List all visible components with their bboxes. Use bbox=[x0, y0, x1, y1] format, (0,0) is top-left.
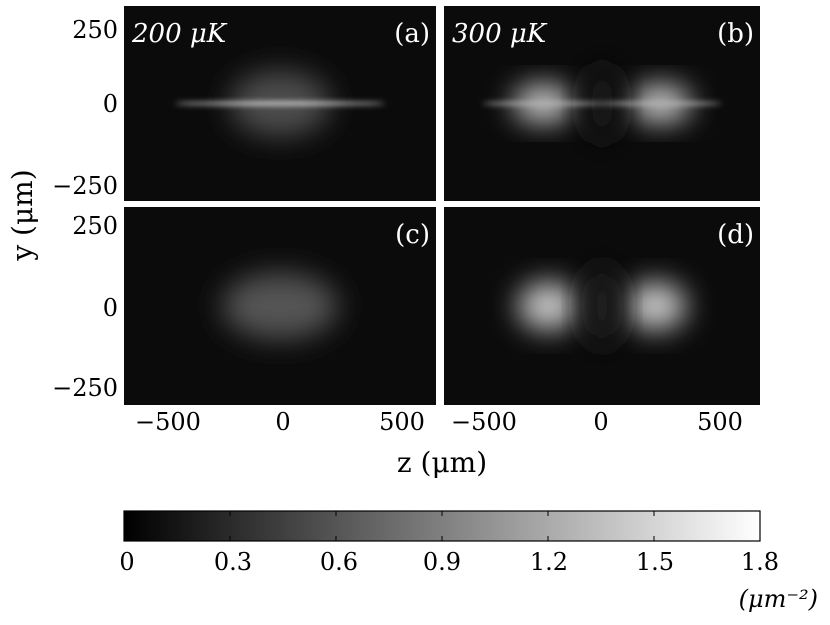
colorbar-tick-label-0.9: 0.9 bbox=[423, 548, 461, 576]
y-tick-label-neg250-bottom: −250 bbox=[52, 374, 118, 402]
heatmap-panels: (a) 200 μK (b) 300 μK (c) (d) bbox=[124, 6, 760, 405]
panel-temperature-a: 200 μK bbox=[131, 19, 228, 49]
y-tick-label-250-bottom: 250 bbox=[72, 212, 118, 240]
heatmap-panel-a bbox=[124, 6, 436, 201]
y-tick-label-0-top: 0 bbox=[103, 90, 118, 118]
heatmap-panel-c bbox=[124, 207, 436, 405]
colorbar-tick-label-1.8: 1.8 bbox=[741, 548, 779, 576]
panel-label-c: (c) bbox=[395, 220, 430, 250]
x-tick-label-500-left: 500 bbox=[379, 408, 425, 436]
density-ellipse-1 bbox=[624, 282, 687, 330]
heatmap-panel-b bbox=[444, 6, 760, 201]
y-tick-label-neg250-top: −250 bbox=[52, 172, 118, 200]
density-ellipse-2 bbox=[581, 264, 623, 348]
panel-temperature-b: 300 μK bbox=[452, 19, 548, 49]
x-tick-label-0-left: 0 bbox=[275, 408, 290, 436]
colorbar-tick-label-0.6: 0.6 bbox=[320, 548, 358, 576]
colorbar-tick-label-1.2: 1.2 bbox=[530, 548, 568, 576]
panel-label-a: (a) bbox=[394, 19, 430, 49]
colorbar-unit-label: (μm⁻²) bbox=[739, 585, 818, 613]
colorbar-tick-label-0.3: 0.3 bbox=[214, 548, 252, 576]
x-tick-label-0-right: 0 bbox=[593, 408, 608, 436]
x-tick-label-neg500-left: −500 bbox=[135, 408, 201, 436]
density-ellipse-0 bbox=[517, 282, 580, 330]
panel-label-b: (b) bbox=[717, 19, 754, 49]
y-axis-label: y (μm) bbox=[6, 169, 39, 261]
x-axis-label: z (μm) bbox=[397, 446, 487, 479]
x-tick-label-500-right: 500 bbox=[697, 408, 743, 436]
density-line-1 bbox=[174, 102, 386, 105]
density-ellipse-0 bbox=[222, 273, 338, 339]
y-tick-label-0-bottom: 0 bbox=[103, 294, 118, 322]
heatmap-panel-d bbox=[444, 207, 760, 405]
x-tick-label-neg500-right: −500 bbox=[451, 408, 517, 436]
density-line-4 bbox=[599, 101, 722, 106]
density-line-3 bbox=[482, 101, 605, 106]
colorbar-tick-label-1.5: 1.5 bbox=[636, 548, 674, 576]
panel-label-d: (d) bbox=[717, 220, 754, 250]
colorbar-tick-label-0: 0 bbox=[119, 548, 134, 576]
y-tick-label-250-top: 250 bbox=[72, 16, 118, 44]
colorbar-ticks bbox=[123, 511, 761, 541]
